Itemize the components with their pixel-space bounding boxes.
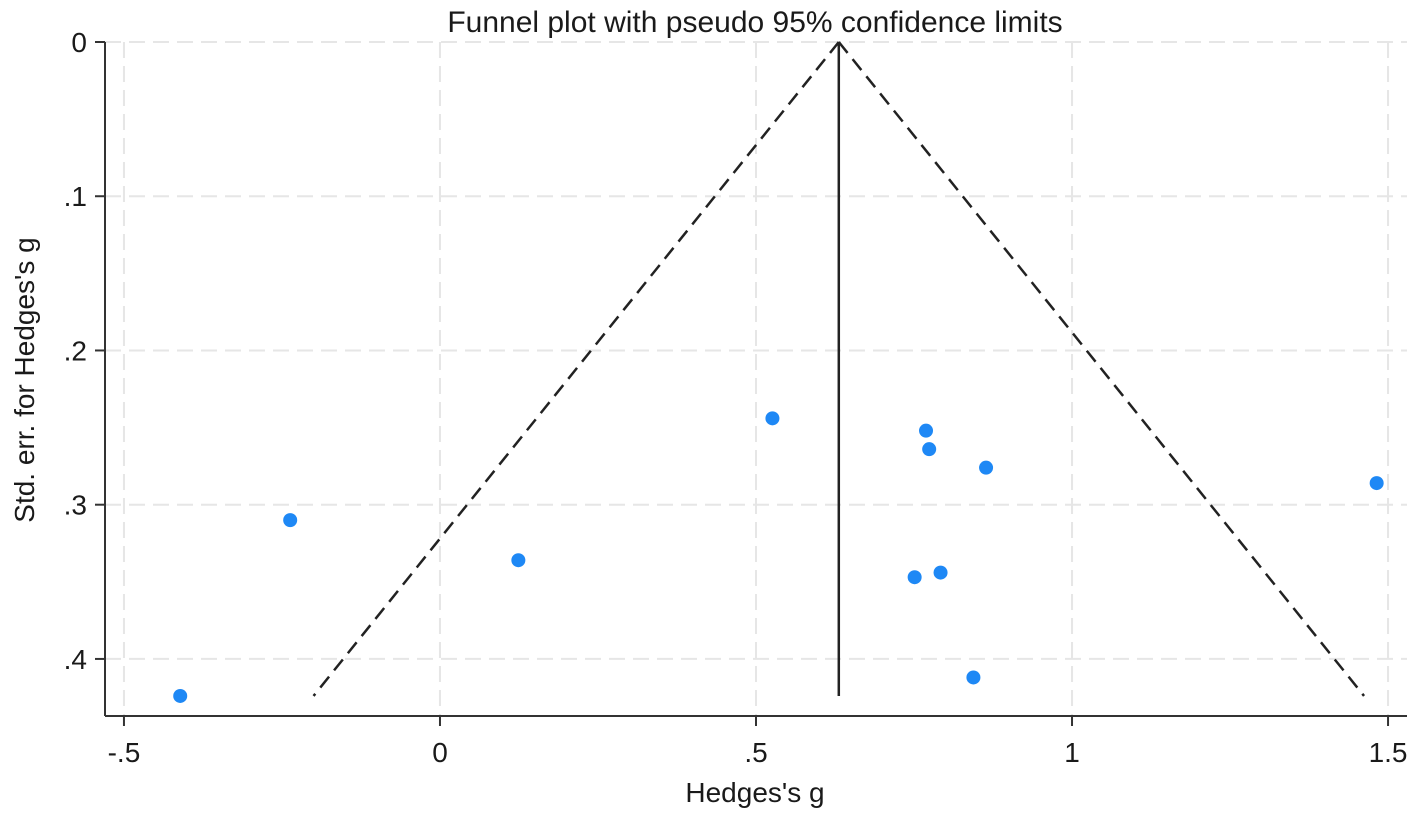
x-tick-label: 0: [432, 737, 448, 768]
data-point: [966, 670, 981, 685]
y-tick-label: .2: [64, 335, 87, 366]
data-point: [907, 570, 922, 585]
data-points: [173, 411, 1384, 703]
grid-lines: [105, 41, 1407, 716]
data-point: [922, 442, 937, 457]
x-tick-label: 1: [1064, 737, 1080, 768]
axes: -.5 0 .5 1 1.5 0 .1 .2 .3 .4: [64, 27, 1408, 768]
data-point: [1369, 476, 1384, 491]
y-tick-label: .1: [64, 181, 87, 212]
y-tick-label: .4: [64, 644, 87, 675]
upper-ci-limit-line: [837, 41, 1366, 697]
data-point: [283, 513, 298, 528]
data-point: [765, 411, 780, 426]
data-point: [919, 423, 934, 438]
data-point: [173, 688, 188, 703]
lower-ci-limit-line: [312, 41, 840, 697]
y-tick-label: 0: [71, 27, 87, 58]
y-tick-label: .3: [64, 490, 87, 521]
y-axis-label: Std. err. for Hedges's g: [9, 237, 40, 522]
chart-title: Funnel plot with pseudo 95% confidence l…: [447, 6, 1062, 39]
x-axis-label: Hedges's g: [685, 777, 824, 808]
x-tick-label: 1.5: [1369, 737, 1408, 768]
data-point: [933, 565, 948, 580]
x-tick-label: .5: [744, 737, 767, 768]
funnel-lines: [312, 41, 1366, 697]
x-tick-label: -.5: [108, 737, 141, 768]
data-point: [511, 553, 526, 568]
data-point: [979, 460, 994, 475]
